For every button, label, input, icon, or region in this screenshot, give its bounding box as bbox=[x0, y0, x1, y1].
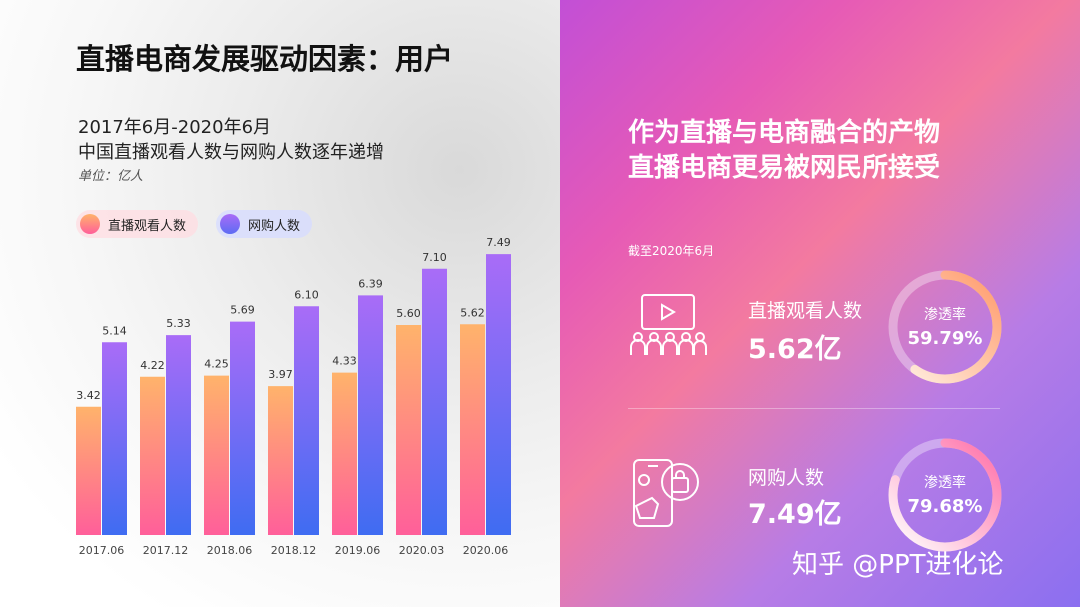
legend-item-live: 直播观看人数 bbox=[76, 210, 199, 238]
phone-shopping-icon bbox=[628, 458, 708, 534]
stat-shopping-label: 网购人数 bbox=[748, 467, 825, 489]
bar-shopping-2018.06 bbox=[230, 321, 255, 535]
bar-live-2017.06 bbox=[76, 406, 101, 535]
x-tick-label-2019.06: 2019.06 bbox=[335, 544, 381, 557]
data-label-shopping-2017.06: 5.14 bbox=[102, 324, 127, 337]
chart-subtitle-date: 2017年6月-2020年6月 bbox=[78, 117, 272, 138]
bar-chart: 3.42 5.14 2017.06 4.22 5.33 2017.12 4.25 5.69 20… bbox=[76, 236, 511, 557]
bar-live-2019.06 bbox=[332, 372, 357, 535]
x-tick-label-2020.06: 2020.06 bbox=[463, 544, 509, 557]
bar-live-2017.12 bbox=[140, 376, 165, 535]
x-tick-label-2017.06: 2017.06 bbox=[79, 544, 125, 557]
ring-shopping-text: 渗透率 79.68% bbox=[886, 472, 1004, 517]
data-label-live-2018.12: 3.97 bbox=[268, 368, 293, 381]
page-title: 直播电商发展驱动因素：用户 bbox=[76, 42, 454, 76]
data-label-shopping-2020.06: 7.49 bbox=[486, 236, 511, 249]
legend-swatch-shopping bbox=[220, 214, 240, 234]
legend-label-shopping: 网购人数 bbox=[248, 218, 301, 234]
bar-live-2020.03 bbox=[396, 325, 421, 535]
ring-shopping-label: 渗透率 bbox=[924, 475, 966, 491]
bar-live-2018.06 bbox=[204, 375, 229, 535]
x-tick-label-2020.03: 2020.03 bbox=[399, 544, 445, 557]
data-label-shopping-2019.06: 6.39 bbox=[358, 277, 383, 290]
data-label-live-2018.06: 4.25 bbox=[204, 358, 229, 371]
chart-subtitle: 中国直播观看人数与网购人数逐年递增 bbox=[78, 142, 384, 163]
audience-video-icon bbox=[628, 293, 708, 363]
bar-shopping-2018.12 bbox=[294, 306, 319, 535]
penetration-ring-shopping bbox=[888, 438, 1002, 552]
ring-live-value: 59.79% bbox=[907, 328, 983, 349]
bar-live-2018.12 bbox=[268, 386, 293, 535]
data-label-shopping-2020.03: 7.10 bbox=[422, 251, 447, 264]
stat-live-value: 5.62亿 bbox=[748, 334, 842, 365]
legend-item-shopping: 网购人数 bbox=[216, 210, 313, 238]
stats-divider bbox=[628, 408, 1000, 409]
penetration-ring-live bbox=[888, 270, 1002, 384]
stat-live-label: 直播观看人数 bbox=[748, 300, 863, 322]
ring-live-text: 渗透率 59.79% bbox=[886, 304, 1004, 349]
bar-shopping-2017.12 bbox=[166, 335, 191, 535]
ring-live-label: 渗透率 bbox=[924, 307, 966, 323]
data-label-shopping-2017.12: 5.33 bbox=[166, 317, 191, 330]
right-headline-1: 作为直播与电商融合的产物 bbox=[628, 118, 941, 148]
x-tick-label-2017.12: 2017.12 bbox=[143, 544, 189, 557]
bar-live-2020.06 bbox=[460, 324, 485, 535]
chart-unit: 单位：亿人 bbox=[78, 169, 144, 184]
x-tick-label-2018.12: 2018.12 bbox=[271, 544, 317, 557]
bar-shopping-2017.06 bbox=[102, 342, 127, 535]
ring-shopping-value: 79.68% bbox=[907, 496, 983, 517]
stat-shopping-value: 7.49亿 bbox=[748, 499, 842, 530]
legend-label-live: 直播观看人数 bbox=[108, 218, 187, 234]
bar-shopping-2019.06 bbox=[358, 295, 383, 535]
as-of-date: 截至2020年6月 bbox=[628, 244, 715, 258]
right-headline-2: 直播电商更易被网民所接受 bbox=[628, 153, 941, 183]
watermark: 知乎 @PPT进化论 bbox=[792, 550, 1004, 580]
data-label-live-2020.06: 5.62 bbox=[460, 306, 485, 319]
data-label-live-2017.12: 4.22 bbox=[140, 359, 165, 372]
data-label-shopping-2018.06: 5.69 bbox=[230, 304, 255, 317]
data-label-live-2019.06: 4.33 bbox=[332, 355, 357, 368]
data-label-live-2017.06: 3.42 bbox=[76, 389, 101, 402]
data-label-shopping-2018.12: 6.10 bbox=[294, 288, 319, 301]
bar-shopping-2020.03 bbox=[422, 268, 447, 535]
bar-shopping-2020.06 bbox=[486, 254, 511, 535]
legend-swatch-live bbox=[80, 214, 100, 234]
x-tick-label-2018.06: 2018.06 bbox=[207, 544, 253, 557]
data-label-live-2020.03: 5.60 bbox=[396, 307, 421, 320]
